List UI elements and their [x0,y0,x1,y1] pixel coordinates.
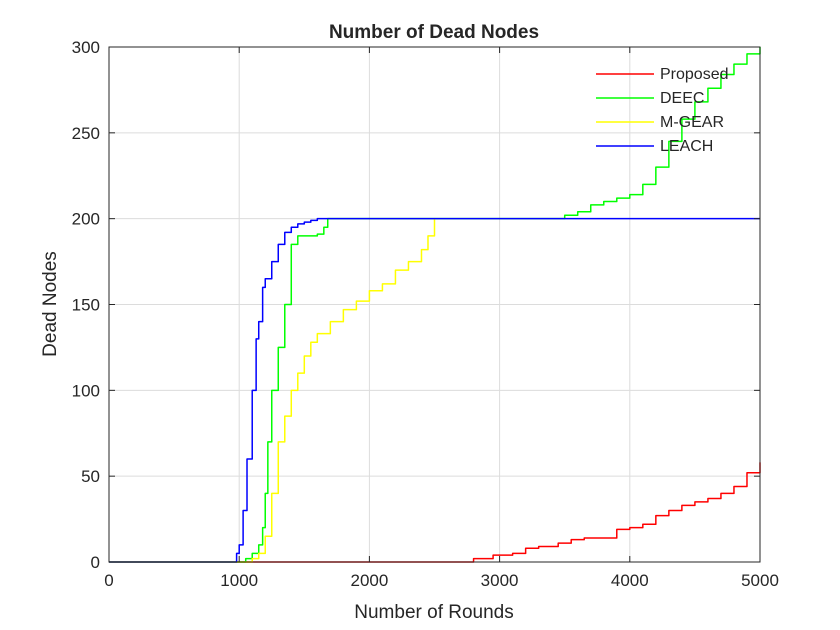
legend-entry: LEACH [660,138,713,155]
y-tick-label: 100 [72,381,100,400]
x-tick-label: 0 [104,571,113,590]
series-lines [109,47,761,563]
series-line-m-gear [109,218,436,563]
legend: Proposed DEEC M-GEAR LEACH [596,66,729,155]
y-tick-label: 150 [72,296,100,315]
y-tick-label: 0 [91,553,100,572]
x-axis-label: Number of Rounds [354,602,513,623]
x-tick-label: 5000 [741,571,779,590]
y-tick-label: 300 [72,38,100,57]
legend-entry: Proposed [660,66,729,83]
ticks: 0 1000 2000 3000 4000 5000 0 50 100 150 200 250 300 [72,38,779,590]
y-axis-label: Dead Nodes [40,251,61,357]
y-tick-label: 50 [81,467,100,486]
y-tick-label: 200 [72,210,100,229]
x-tick-label: 1000 [220,571,258,590]
chart-title: Number of Dead Nodes [329,22,539,43]
series-line-leach [109,217,760,563]
x-tick-label: 3000 [481,571,519,590]
y-tick-label: 250 [72,124,100,143]
series-line-proposed [109,462,761,563]
x-tick-label: 2000 [350,571,388,590]
legend-entry: DEEC [660,90,704,107]
x-tick-label: 4000 [611,571,649,590]
legend-entry: M-GEAR [660,114,724,131]
